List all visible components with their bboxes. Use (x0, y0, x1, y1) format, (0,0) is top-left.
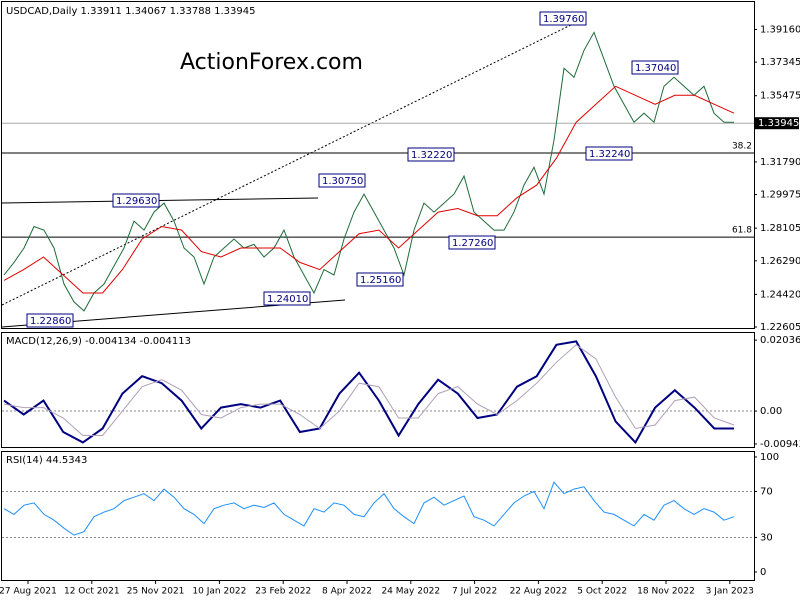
x-tick-label: 24 May 2022 (381, 587, 440, 597)
y-tick-label: 0.02036 (760, 335, 800, 346)
rsi-panel (1, 451, 755, 581)
last-price-box (755, 117, 799, 130)
watermark: ActionForex.com (180, 50, 363, 75)
y-tick-label: 70 (760, 486, 773, 497)
series-line (3, 31, 734, 312)
x-tick-label: 8 Apr 2022 (322, 587, 372, 597)
y-tick-label: 1.28105 (760, 223, 800, 234)
price-annotation: 1.39760 (543, 14, 584, 25)
series-line (3, 340, 734, 445)
price-annotation-box (356, 272, 404, 287)
macd-panel (1, 332, 755, 448)
y-tick-label: 0 (760, 567, 766, 578)
x-tick-label: 3 Jan 2023 (706, 587, 754, 597)
y-tick-label: 1.39160 (760, 24, 800, 35)
x-tick-label: 5 Oct 2022 (577, 587, 627, 597)
y-tick-label: 1.37345 (760, 57, 800, 68)
price-annotation-box (263, 291, 311, 306)
price-annotation: 1.37040 (635, 63, 676, 74)
x-tick-label: 12 Oct 2021 (64, 587, 120, 597)
fib-label: 38.2 (732, 141, 752, 151)
series-line (3, 344, 735, 436)
price-annotation-box (448, 235, 496, 250)
price-annotation-box (26, 313, 74, 328)
x-tick-label: 22 Aug 2022 (510, 587, 568, 597)
y-tick-label: 1.26290 (760, 256, 800, 267)
x-tick-label: 25 Nov 2021 (127, 587, 185, 597)
price-annotation-box (585, 146, 633, 161)
y-tick-label: 1.29975 (760, 190, 800, 201)
y-tick-label: 1.22605 (760, 322, 800, 333)
y-tick-label: 0.00 (760, 406, 782, 417)
y-tick-label: 100 (760, 452, 779, 463)
y-tick-label: -0.009438 (760, 439, 800, 450)
price-annotation-box (631, 60, 679, 75)
x-tick-label: 7 Jul 2022 (452, 587, 497, 597)
last-price-label: 1.33945 (758, 118, 799, 129)
price-annotation-box (318, 173, 366, 188)
chart-header: USDCAD,Daily 1.33911 1.34067 1.33788 1.3… (6, 6, 256, 17)
price-annotation-box (407, 147, 455, 162)
price-annotation: 1.27260 (452, 238, 493, 249)
channel-line (1, 197, 319, 204)
x-tick-label: 10 Jan 2022 (192, 587, 246, 597)
price-panel (1, 1, 755, 329)
x-tick-label: 18 Nov 2022 (637, 587, 695, 597)
y-tick-label: 1.24420 (760, 289, 800, 300)
y-tick-label: 1.35475 (760, 91, 800, 102)
x-tick-label: 23 Feb 2022 (255, 587, 311, 597)
price-annotation: 1.24010 (267, 294, 308, 305)
y-tick-label: 1.31790 (760, 157, 800, 168)
price-annotation: 1.32220 (411, 150, 452, 161)
price-annotation: 1.32240 (589, 149, 630, 160)
price-annotation-box (539, 11, 587, 26)
fib-label: 61.8 (732, 226, 752, 236)
x-tick-label: 27 Aug 2021 (0, 587, 57, 597)
series-line (3, 481, 735, 536)
price-annotation: 1.22860 (30, 316, 71, 327)
macd-title: MACD(12,26,9) -0.004134 -0.004113 (6, 336, 191, 347)
rsi-title: RSI(14) 44.5343 (6, 455, 87, 466)
price-annotation: 1.29630 (116, 196, 157, 207)
price-annotation: 1.30750 (322, 176, 363, 187)
series-line (3, 85, 735, 294)
price-annotation: 1.25160 (360, 275, 401, 286)
price-annotation-box (112, 193, 160, 208)
y-tick-label: 30 (760, 532, 773, 543)
trend-line (1, 17, 586, 306)
